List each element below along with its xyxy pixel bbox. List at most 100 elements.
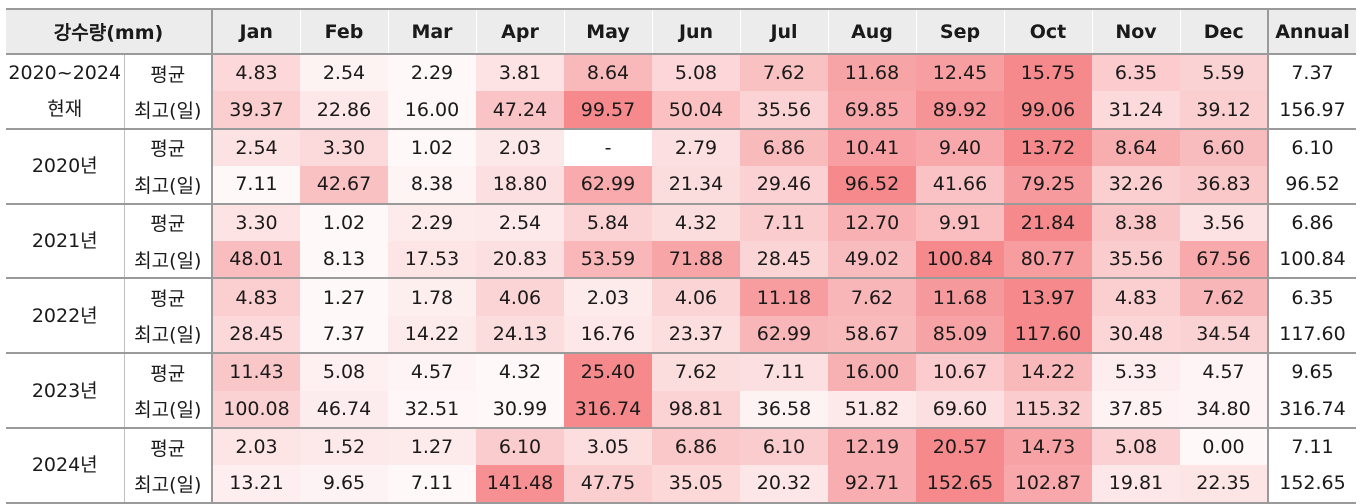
annual-value-cell: 96.52 bbox=[1267, 166, 1356, 205]
month-header-jun: Jun bbox=[651, 8, 740, 55]
value-cell: 1.27 bbox=[388, 427, 476, 466]
value-cell: 50.04 bbox=[652, 91, 740, 130]
header-row: 강수량(mm) Jan Feb Mar Apr May Jun Jul Aug … bbox=[6, 8, 1356, 55]
value-cell: 7.62 bbox=[828, 278, 916, 316]
value-cell: 32.26 bbox=[1092, 166, 1180, 205]
year-label: 2023년 bbox=[6, 353, 125, 429]
value-cell: 6.60 bbox=[1180, 128, 1268, 167]
value-cell: 22.86 bbox=[300, 91, 388, 130]
table-row: 2021년 평균 3.30 1.02 2.29 2.54 5.84 4.32 7.11 12.70… bbox=[6, 203, 1356, 280]
value-cell: 20.57 bbox=[916, 427, 1004, 466]
row-type-average: 평균 bbox=[124, 353, 213, 391]
value-cell: 8.38 bbox=[388, 166, 476, 205]
value-cell: 99.06 bbox=[1004, 91, 1092, 130]
value-cell: 10.67 bbox=[916, 353, 1004, 391]
value-cell: 316.74 bbox=[564, 390, 652, 429]
value-cell: 35.05 bbox=[652, 465, 740, 504]
value-cell: 69.85 bbox=[828, 91, 916, 130]
value-cell: 11.18 bbox=[740, 278, 828, 316]
year-label: 2024년 bbox=[6, 427, 125, 504]
value-cell: 100.84 bbox=[916, 240, 1004, 280]
value-cell: 2.54 bbox=[300, 54, 388, 92]
value-cell: 21.34 bbox=[652, 166, 740, 205]
precipitation-table: 강수량(mm) Jan Feb Mar Apr May Jun Jul Aug … bbox=[6, 8, 1356, 504]
value-cell: 117.60 bbox=[1004, 315, 1092, 355]
value-cell: 41.66 bbox=[916, 166, 1004, 205]
value-cell: 28.45 bbox=[212, 315, 300, 355]
table-header: 강수량(mm) Jan Feb Mar Apr May Jun Jul Aug … bbox=[6, 8, 1356, 55]
value-cell: 37.85 bbox=[1092, 390, 1180, 429]
value-cell: 16.00 bbox=[388, 91, 476, 130]
table-row: 최고(일) 100.08 46.74 32.51 30.99 316.74 98.81 36.… bbox=[6, 390, 1356, 429]
value-cell: 92.71 bbox=[828, 465, 916, 504]
value-cell: 9.91 bbox=[916, 203, 1004, 241]
value-cell: 11.43 bbox=[212, 353, 300, 391]
annual-value-cell: 316.74 bbox=[1267, 390, 1356, 429]
month-header-mar: Mar bbox=[387, 8, 476, 55]
month-header-jul: Jul bbox=[739, 8, 828, 55]
value-cell: 13.97 bbox=[1004, 278, 1092, 316]
value-cell: 7.62 bbox=[1180, 278, 1268, 316]
value-cell: 53.59 bbox=[564, 240, 652, 280]
value-cell: 141.48 bbox=[476, 465, 564, 504]
value-cell: 7.11 bbox=[740, 353, 828, 391]
value-cell: 35.56 bbox=[1092, 240, 1180, 280]
value-cell: 17.53 bbox=[388, 240, 476, 280]
value-cell: 5.08 bbox=[300, 353, 388, 391]
value-cell: 2.54 bbox=[212, 128, 300, 167]
value-cell: 23.37 bbox=[652, 315, 740, 355]
value-cell: 15.75 bbox=[1004, 54, 1092, 92]
value-cell: 89.92 bbox=[916, 91, 1004, 130]
value-cell: 5.84 bbox=[564, 203, 652, 241]
value-cell: 36.58 bbox=[740, 390, 828, 429]
value-cell: 1.02 bbox=[300, 203, 388, 241]
table-row: 최고(일) 7.11 42.67 8.38 18.80 62.99 21.34 29.46 96… bbox=[6, 166, 1356, 205]
value-cell: 8.13 bbox=[300, 240, 388, 280]
value-cell: 16.00 bbox=[828, 353, 916, 391]
value-cell: 67.56 bbox=[1180, 240, 1268, 280]
year-label-line: 2020년 bbox=[31, 155, 98, 178]
value-cell: 47.24 bbox=[476, 91, 564, 130]
value-cell: 1.27 bbox=[300, 278, 388, 316]
value-cell: 39.37 bbox=[212, 91, 300, 130]
value-cell: 5.08 bbox=[652, 54, 740, 92]
value-cell: 4.06 bbox=[652, 278, 740, 316]
value-cell: 2.29 bbox=[388, 203, 476, 241]
value-cell: 34.80 bbox=[1180, 390, 1268, 429]
value-cell: 3.30 bbox=[300, 128, 388, 167]
value-cell: 6.86 bbox=[652, 427, 740, 466]
value-cell: 4.06 bbox=[476, 278, 564, 316]
value-cell: 11.68 bbox=[916, 278, 1004, 316]
month-header-aug: Aug bbox=[827, 8, 916, 55]
value-cell: 7.62 bbox=[740, 54, 828, 92]
value-cell: 99.57 bbox=[564, 91, 652, 130]
row-type-average: 평균 bbox=[124, 278, 213, 316]
value-cell: 16.76 bbox=[564, 315, 652, 355]
value-cell: 51.82 bbox=[828, 390, 916, 429]
value-cell: 2.03 bbox=[564, 278, 652, 316]
annual-value-cell: 6.86 bbox=[1267, 203, 1356, 241]
value-cell: 8.38 bbox=[1092, 203, 1180, 241]
value-cell: 20.32 bbox=[740, 465, 828, 504]
value-cell: 36.83 bbox=[1180, 166, 1268, 205]
value-cell: 10.41 bbox=[828, 128, 916, 167]
value-cell: 79.25 bbox=[1004, 166, 1092, 205]
year-label-line: 2024년 bbox=[31, 454, 98, 477]
value-cell: 62.99 bbox=[740, 315, 828, 355]
value-cell: 4.57 bbox=[388, 353, 476, 391]
table-row: 2020년 평균 2.54 3.30 1.02 2.03 - 2.79 6.86 10.41 9.4… bbox=[6, 128, 1356, 205]
value-cell: 4.32 bbox=[476, 353, 564, 391]
value-cell: 6.10 bbox=[476, 427, 564, 466]
row-type-average: 평균 bbox=[124, 203, 213, 241]
value-cell: 13.21 bbox=[212, 465, 300, 504]
value-cell: 3.30 bbox=[212, 203, 300, 241]
value-cell: 14.22 bbox=[1004, 353, 1092, 391]
year-label: 2020~2024 현재 bbox=[6, 54, 125, 130]
value-cell: 62.99 bbox=[564, 166, 652, 205]
value-cell: 48.01 bbox=[212, 240, 300, 280]
value-cell: 4.57 bbox=[1180, 353, 1268, 391]
value-cell: 14.73 bbox=[1004, 427, 1092, 466]
value-cell: 47.75 bbox=[564, 465, 652, 504]
value-cell: 69.60 bbox=[916, 390, 1004, 429]
table-row: 최고(일) 39.37 22.86 16.00 47.24 99.57 50.04 35.56… bbox=[6, 91, 1356, 130]
